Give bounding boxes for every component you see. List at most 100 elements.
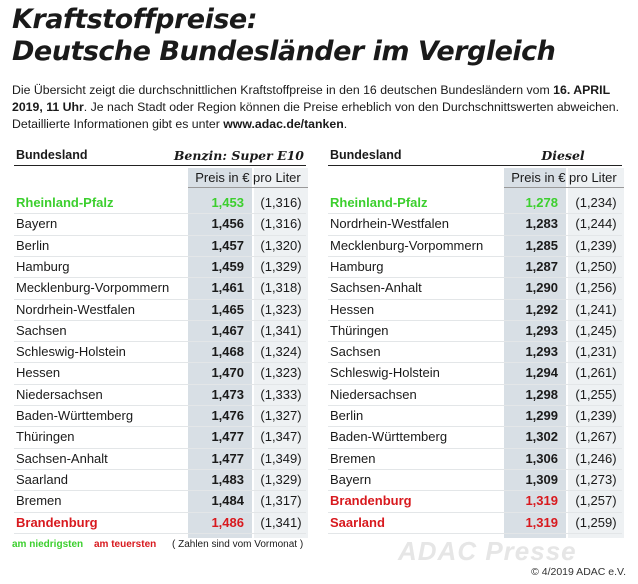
table-row-line [328,234,622,236]
state-name: Sachsen [16,322,67,338]
state-name: Thüringen [330,322,389,338]
table-row-line [14,362,306,364]
table-row-line [14,468,306,470]
previous-price: (1,231) [575,344,617,360]
table-row-line [328,298,622,300]
price: 1,465 [211,301,244,317]
legend-note: ( Zahlen sind vom Vormonat ) [172,539,304,550]
state-name: Hamburg [16,258,70,274]
price: 1,473 [211,386,244,402]
previous-price: (1,244) [575,216,617,232]
state-name: Bremen [330,450,376,466]
state-name: Schleswig-Holstein [330,365,440,381]
table-row-line [328,255,622,257]
table-row-line [14,234,306,236]
price: 1,302 [525,429,558,445]
unit-label: Preis in € pro Liter [504,169,624,188]
price: 1,290 [525,280,558,296]
table-row-line [14,426,306,428]
price: 1,468 [211,344,244,360]
previous-price: (1,329) [260,258,302,274]
price: 1,453 [211,195,244,210]
price: 1,477 [211,429,244,445]
price-column-bg [188,168,252,538]
price: 1,457 [211,237,244,253]
price-table: Bundesland Benzin: Super E10 Preis in € pr… [14,146,308,538]
header-cell: Bundesland [16,148,88,162]
table-row-line [328,362,622,364]
state-name: Bayern [16,216,58,232]
legend-highest: am teuersten [94,539,157,550]
intro: Die Übersicht zeigt die durchschnittlich… [12,82,627,133]
state-name: Hessen [16,365,61,381]
state-name: Saarland [16,471,69,487]
table-header: Bundesland Diesel [328,146,622,166]
state-name: Rheinland-Pfalz [330,195,428,210]
previous-price: (1,256) [575,280,617,296]
table-row-line [14,490,306,492]
intro-text: Die Übersicht zeigt die durchschnittlich… [12,83,554,97]
table-row-line [14,255,306,257]
price: 1,292 [525,301,558,317]
price: 1,477 [211,450,244,466]
previous-price: (1,347) [260,429,302,445]
previous-price: (1,341) [260,514,302,530]
previous-price: (1,239) [575,408,617,423]
table-row-line [328,383,622,385]
previous-column-bg [254,168,308,538]
state-name: Baden-Württemberg [16,408,134,423]
state-name: Brandenburg [330,493,412,509]
table-row-line [328,447,622,449]
header-cell: Diesel [541,148,585,163]
previous-price: (1,259) [575,514,617,530]
price: 1,306 [525,450,558,466]
previous-price: (1,245) [575,322,617,338]
state-name: Hamburg [330,258,384,274]
price: 1,484 [211,493,244,509]
price-column-bg [504,168,566,538]
table-row-line [328,426,622,428]
table-row-line [14,298,306,300]
table-row-line [14,511,306,513]
intro-date: 16. APRIL 2019, 11 Uhr [12,83,610,114]
state-name: Berlin [16,237,50,253]
header-cell: Benzin: Super E10 [173,148,304,163]
price: 1,486 [211,514,244,530]
price: 1,309 [525,471,558,487]
previous-price: (1,316) [260,216,302,232]
table-row-line [14,447,306,449]
table-row-line [14,532,306,534]
title-line: Kraftstoffpreise: [12,4,258,35]
price: 1,294 [525,365,558,381]
previous-price: (1,329) [260,471,302,487]
state-name: Niedersachsen [16,386,103,402]
price: 1,483 [211,471,244,487]
intro-link[interactable]: www.adac.de/tanken [223,117,344,131]
state-name: Mecklenburg-Vorpommern [16,280,170,296]
previous-price: (1,349) [260,450,302,466]
previous-price: (1,257) [575,493,617,509]
previous-price: (1,255) [575,386,617,402]
previous-column-bg [568,168,624,538]
table-row-line [328,277,622,279]
state-name: Sachsen-Anhalt [16,450,108,466]
previous-price: (1,320) [260,237,302,253]
price: 1,461 [211,280,244,296]
table-row-line [328,319,622,321]
price: 1,476 [211,408,244,423]
price: 1,467 [211,322,244,338]
price: 1,456 [211,216,244,232]
table-row-line [328,511,622,513]
table-row-line [14,277,306,279]
previous-price: (1,261) [575,365,617,381]
price: 1,278 [525,195,558,210]
table-row-line [14,383,306,385]
state-name: Niedersachsen [330,386,417,402]
price-table: Bundesland Diesel Preis in € pro Liter Rhei… [328,146,624,538]
state-name: Rheinland-Pfalz [16,195,114,210]
watermark: ADAC Presse [398,536,577,566]
state-name: Bayern [330,471,372,487]
price: 1,293 [525,344,558,360]
price: 1,459 [211,258,244,274]
table-row-line [328,468,622,470]
